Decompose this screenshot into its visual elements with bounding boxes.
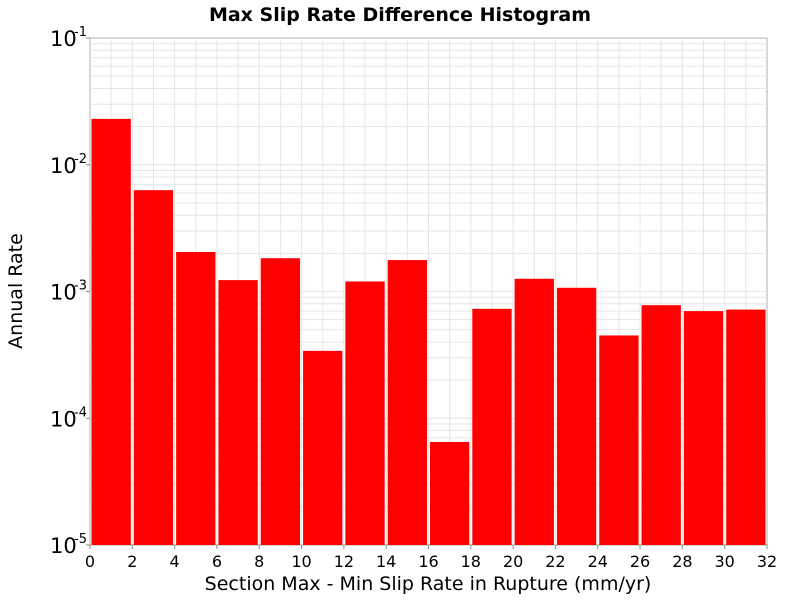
chart-title: Max Slip Rate Difference Histogram xyxy=(209,4,591,26)
bar-bin-5 xyxy=(303,350,343,545)
y-tick-label-exponent: -4 xyxy=(74,405,87,420)
x-tick-label: 8 xyxy=(254,552,264,571)
x-tick-label: 18 xyxy=(461,552,481,571)
bar-bin-9 xyxy=(472,308,512,545)
bar-bin-14 xyxy=(683,311,724,545)
x-tick-label: 4 xyxy=(170,552,180,571)
y-tick-label-base: 10 xyxy=(50,154,77,178)
bar-bin-13 xyxy=(641,305,681,545)
x-tick-label: 24 xyxy=(588,552,608,571)
x-tick-label: 10 xyxy=(291,552,311,571)
bar-bin-4 xyxy=(260,258,301,545)
x-tick-label: 22 xyxy=(545,552,565,571)
x-tick-label: 6 xyxy=(212,552,222,571)
bar-bin-6 xyxy=(345,281,385,545)
bar-bin-7 xyxy=(387,260,427,545)
bar-bin-15 xyxy=(726,309,766,545)
y-tick-label-base: 10 xyxy=(50,27,77,51)
bar-bin-0 xyxy=(91,118,131,545)
y-tick-label-exponent: -3 xyxy=(74,279,87,294)
bar-bin-3 xyxy=(218,280,258,545)
y-tick-label-exponent: -2 xyxy=(74,152,87,167)
bar-bin-1 xyxy=(133,190,174,545)
bar-bin-2 xyxy=(176,251,216,545)
x-tick-label: 12 xyxy=(334,552,354,571)
y-axis-label: Annual Rate xyxy=(5,233,27,349)
y-axis-ticks: 10-110-210-310-410-5 xyxy=(50,25,90,558)
x-tick-label: 26 xyxy=(630,552,650,571)
bar-bin-10 xyxy=(514,278,554,545)
y-tick-label-base: 10 xyxy=(50,281,77,305)
y-tick-label-base: 10 xyxy=(50,534,77,558)
x-tick-label: 14 xyxy=(376,552,396,571)
bars-group xyxy=(91,118,766,545)
bar-bin-8 xyxy=(430,441,470,545)
bar-bin-11 xyxy=(556,287,597,545)
y-tick-label-exponent: -5 xyxy=(74,532,87,547)
x-tick-label: 0 xyxy=(85,552,95,571)
x-tick-label: 16 xyxy=(418,552,438,571)
x-axis-ticks: 0 2 4 6 8 10 12 14 16 18 20 22 24 26 28 30 32 xyxy=(85,545,777,571)
x-tick-label: 32 xyxy=(757,552,777,571)
x-tick-label: 2 xyxy=(127,552,137,571)
bar-bin-12 xyxy=(599,335,639,545)
y-tick-label-exponent: -1 xyxy=(74,25,87,40)
x-axis-label: Section Max - Min Slip Rate in Rupture (… xyxy=(205,573,652,595)
x-tick-label: 28 xyxy=(672,552,692,571)
x-tick-label: 30 xyxy=(715,552,735,571)
y-tick-label-base: 10 xyxy=(50,407,77,431)
x-tick-label: 20 xyxy=(503,552,523,571)
